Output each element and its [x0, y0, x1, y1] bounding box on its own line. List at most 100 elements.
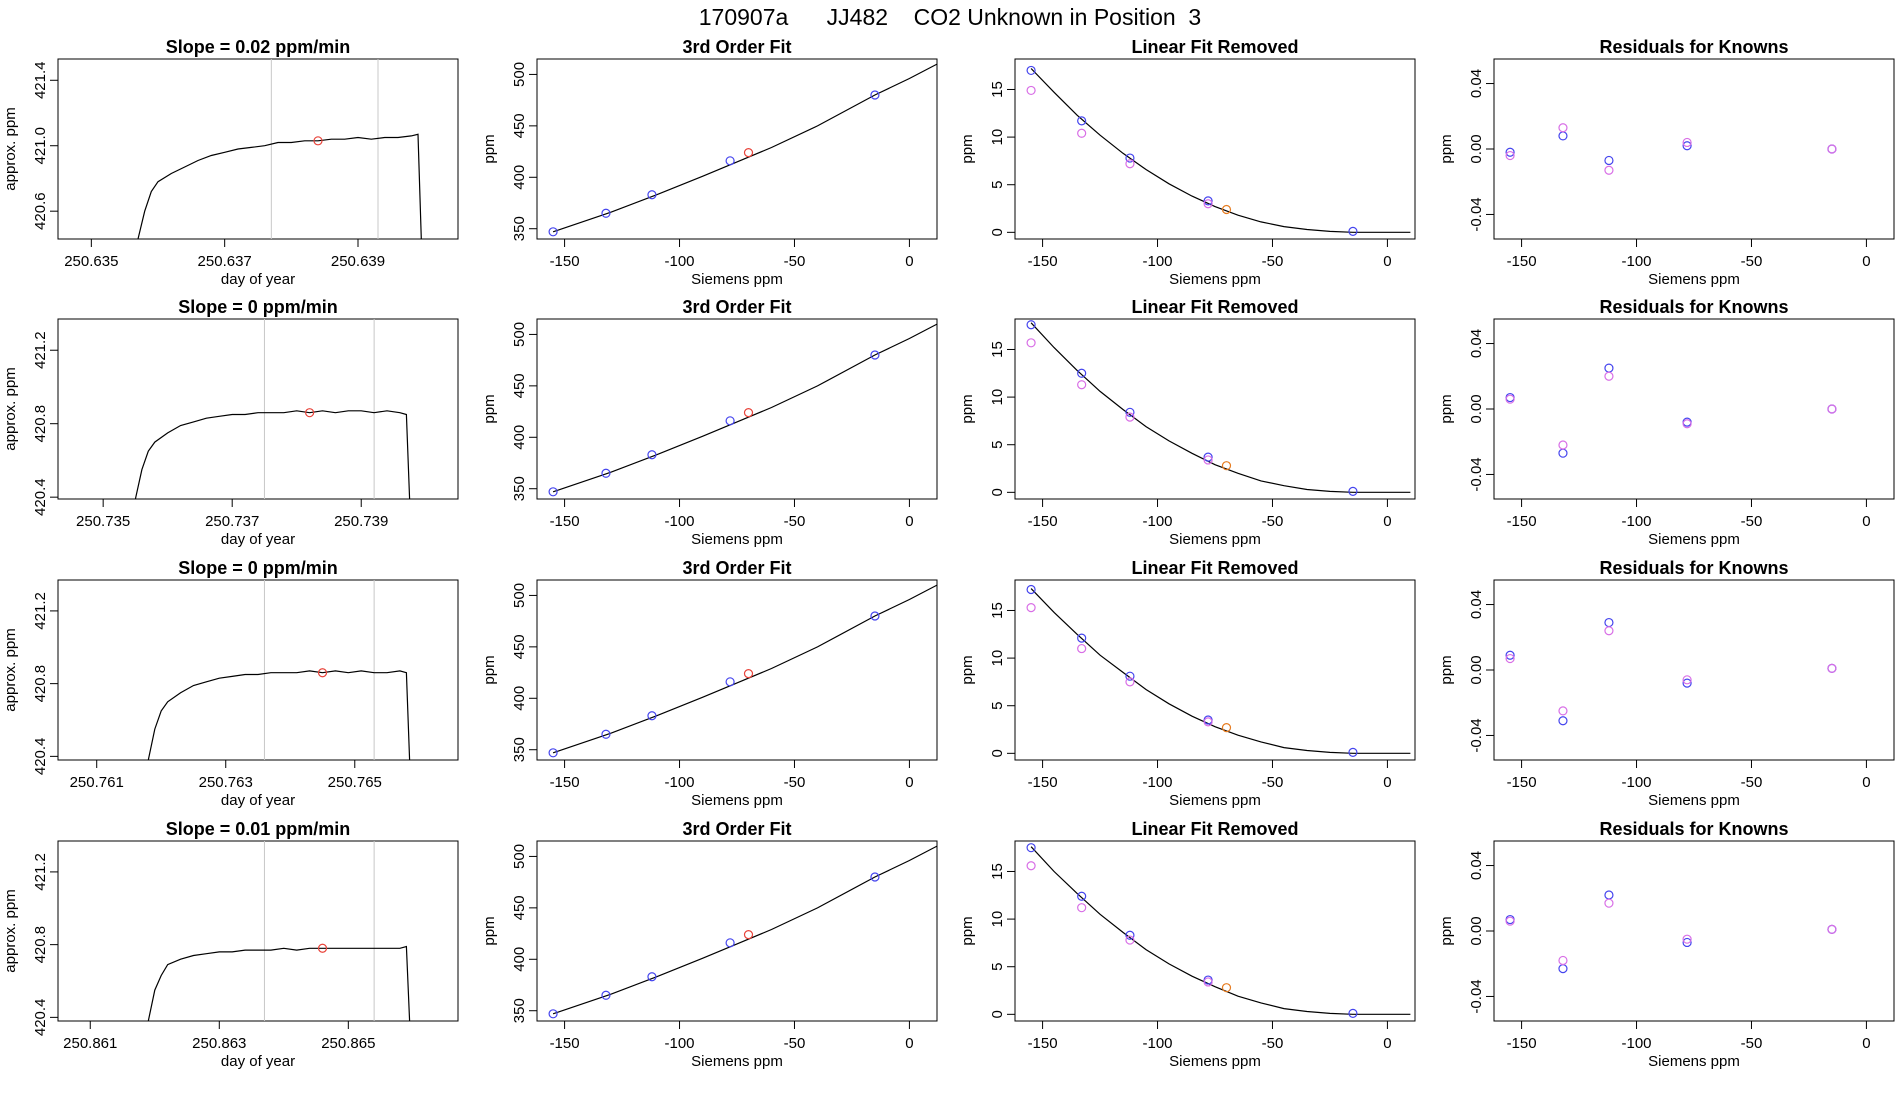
plot-frame	[1014, 579, 1416, 761]
fit-curve	[1030, 588, 1411, 754]
plot-frame	[1493, 318, 1895, 500]
plot-frame	[57, 58, 459, 240]
panel-2-1: 3rd Order Fit -150 -100 -50 0 350 400 450 500 Sie…	[481, 558, 938, 809]
x-tick-label: 0	[1862, 1035, 1870, 1052]
panel-2-3: Residuals for Knowns -150 -100 -50 0 -0.04 0.0…	[1438, 558, 1895, 809]
y-tick-label: 0	[989, 1010, 1006, 1018]
known-point	[870, 90, 880, 100]
plot-area	[134, 319, 411, 499]
x-tick-label: -50	[1262, 513, 1284, 530]
x-tick-label: -150	[1028, 253, 1058, 270]
y-tick-label: 350	[511, 998, 528, 1023]
x-tick-label: -100	[1622, 774, 1652, 791]
known-point-alt	[1077, 643, 1087, 654]
x-tick-label: 0	[905, 513, 913, 530]
x-tick-label: -150	[1028, 1035, 1058, 1052]
y-tick-label: 0.00	[1468, 655, 1485, 684]
x-tick-label: 0	[1383, 513, 1391, 530]
panel-2-2: Linear Fit Removed -150 -100 -50 0 0 5 10 15 Siem…	[959, 558, 1416, 809]
y-axis-label: ppm	[959, 655, 976, 684]
x-axis-label: Siemens ppm	[691, 1053, 783, 1070]
known-point	[647, 972, 657, 982]
fit-curve	[552, 845, 937, 1015]
y-tick-label: 5	[989, 702, 1006, 710]
x-tick-label: 250.763	[199, 774, 253, 791]
y-tick-label: 0.00	[1468, 394, 1485, 423]
plot-area	[137, 59, 422, 239]
unknown-point	[317, 943, 328, 953]
y-tick-label: 350	[511, 216, 528, 241]
x-axis-label: Siemens ppm	[1169, 271, 1261, 288]
known-point	[601, 990, 611, 1000]
y-tick-label: 420.8	[32, 926, 49, 964]
y-axis-label: ppm	[959, 394, 976, 423]
known-point-alt	[1604, 371, 1614, 381]
plot-area	[552, 584, 937, 754]
x-tick-label: 250.761	[70, 774, 124, 791]
plot-frame	[536, 840, 938, 1022]
known-point	[1682, 937, 1692, 948]
y-tick-label: 450	[511, 113, 528, 138]
x-tick-label: -100	[1143, 513, 1173, 530]
y-tick-label: 0	[989, 488, 1006, 496]
unknown-point	[743, 929, 754, 940]
known-point-alt	[1558, 123, 1568, 133]
x-tick-label: -50	[1741, 513, 1763, 530]
y-tick-label: -0.04	[1468, 197, 1485, 231]
known-point	[1558, 448, 1568, 458]
panel-3-0: Slope = 0.01 ppm/min 250.861 250.863 250.86…	[2, 819, 459, 1070]
known-point-alt	[1827, 663, 1837, 673]
y-tick-label: 500	[511, 583, 528, 608]
panel-title: 3rd Order Fit	[682, 558, 791, 578]
known-point-alt	[1203, 199, 1213, 209]
known-point	[1682, 678, 1692, 688]
x-tick-label: -150	[550, 253, 580, 270]
y-tick-label: 5	[989, 181, 1006, 189]
unknown-point	[305, 408, 315, 418]
x-tick-label: -100	[1622, 253, 1652, 270]
known-point-alt	[1125, 159, 1135, 169]
y-axis-label: approx. ppm	[2, 628, 19, 711]
y-tick-label: 450	[511, 373, 528, 398]
known-point	[1203, 196, 1213, 206]
plot-frame	[57, 579, 459, 761]
y-tick-label: 0.04	[1468, 329, 1485, 358]
x-axis-label: Siemens ppm	[1648, 531, 1740, 548]
panel-title: Residuals for Knowns	[1599, 819, 1788, 839]
known-point	[601, 729, 611, 739]
known-point	[1505, 650, 1515, 660]
known-point	[1604, 363, 1614, 373]
x-tick-label: -150	[550, 1035, 580, 1052]
plot-frame	[1014, 318, 1416, 500]
y-axis-label: ppm	[481, 134, 498, 163]
x-tick-label: -150	[550, 774, 580, 791]
y-tick-label: 15	[989, 341, 1006, 358]
x-tick-label: 0	[905, 774, 913, 791]
known-point	[1077, 368, 1087, 378]
known-point	[647, 450, 657, 460]
known-point-alt	[1077, 903, 1087, 913]
data-trace	[147, 945, 411, 1021]
y-axis-label: ppm	[1438, 916, 1455, 945]
known-point-alt	[1682, 419, 1692, 429]
x-tick-label: -100	[665, 774, 695, 791]
known-point-alt	[1026, 861, 1036, 871]
panel-1-0: Slope = 0 ppm/min 250.735 250.737 250.739 42…	[2, 297, 459, 548]
known-point-alt	[1604, 898, 1614, 908]
y-tick-label: 5	[989, 441, 1006, 449]
y-tick-label: -0.04	[1468, 979, 1485, 1013]
y-tick-label: 421.2	[32, 331, 49, 369]
unknown-point	[743, 408, 754, 418]
known-point-alt	[1125, 935, 1135, 945]
plot-area	[147, 841, 411, 1021]
data-trace	[134, 410, 411, 499]
known-point	[1604, 617, 1614, 628]
y-tick-label: 0.04	[1468, 69, 1485, 98]
fit-curve	[552, 584, 937, 754]
x-axis-label: Siemens ppm	[691, 792, 783, 809]
y-tick-label: 420.4	[32, 738, 49, 776]
data-trace	[147, 670, 411, 760]
fit-curve	[552, 323, 937, 493]
y-axis-label: approx. ppm	[2, 107, 19, 190]
